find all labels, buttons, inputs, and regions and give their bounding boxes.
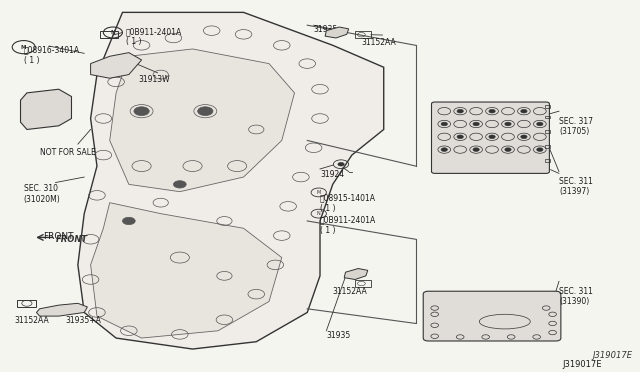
Bar xyxy=(545,130,550,133)
Circle shape xyxy=(441,148,447,151)
Circle shape xyxy=(457,135,463,139)
Polygon shape xyxy=(325,27,349,38)
Text: M: M xyxy=(317,190,321,195)
Circle shape xyxy=(457,109,463,113)
Circle shape xyxy=(489,109,495,113)
Text: 31152AA: 31152AA xyxy=(333,287,367,296)
Polygon shape xyxy=(91,203,282,338)
Text: 31152AA: 31152AA xyxy=(14,316,49,325)
Circle shape xyxy=(441,122,447,126)
Text: NOT FOR SALE: NOT FOR SALE xyxy=(40,148,95,157)
Circle shape xyxy=(505,122,511,126)
FancyBboxPatch shape xyxy=(431,102,549,173)
Circle shape xyxy=(505,148,511,151)
Text: ⓜ08916-3401A
( 1 ): ⓜ08916-3401A ( 1 ) xyxy=(24,45,80,65)
Circle shape xyxy=(40,106,52,113)
Bar xyxy=(545,105,550,108)
Text: 31935: 31935 xyxy=(326,331,351,340)
Text: ⓜ08915-1401A
( 1 ): ⓜ08915-1401A ( 1 ) xyxy=(320,193,376,213)
Text: 31152A: 31152A xyxy=(27,104,56,113)
Text: 31924: 31924 xyxy=(320,170,344,179)
Circle shape xyxy=(473,148,479,151)
Text: N: N xyxy=(111,30,115,35)
Circle shape xyxy=(489,135,495,139)
Bar xyxy=(17,299,36,307)
Text: J319017E: J319017E xyxy=(592,351,632,360)
Text: M: M xyxy=(21,45,26,49)
Bar xyxy=(355,280,371,287)
Polygon shape xyxy=(20,89,72,129)
Circle shape xyxy=(537,122,543,126)
Circle shape xyxy=(173,181,186,188)
Circle shape xyxy=(473,122,479,126)
Text: SEC. 311
(31397): SEC. 311 (31397) xyxy=(559,177,593,196)
Circle shape xyxy=(122,217,135,225)
Polygon shape xyxy=(109,49,294,192)
Text: FRONT: FRONT xyxy=(43,232,74,241)
Bar xyxy=(100,31,118,38)
Text: SEC. 311
(31390): SEC. 311 (31390) xyxy=(559,287,593,306)
Polygon shape xyxy=(78,12,384,349)
Text: 31913W: 31913W xyxy=(138,74,170,84)
Circle shape xyxy=(338,163,344,166)
Polygon shape xyxy=(91,52,141,78)
Polygon shape xyxy=(36,303,88,316)
Text: ⓝ0B911-2401A
( 1 ): ⓝ0B911-2401A ( 1 ) xyxy=(320,215,376,235)
Circle shape xyxy=(521,135,527,139)
Circle shape xyxy=(134,107,149,116)
FancyBboxPatch shape xyxy=(423,291,561,341)
Bar xyxy=(545,116,550,119)
Text: FRONT: FRONT xyxy=(56,235,88,244)
Text: 31935+A: 31935+A xyxy=(65,316,101,325)
Circle shape xyxy=(198,107,213,116)
Text: N: N xyxy=(317,211,321,216)
Text: J319017E: J319017E xyxy=(562,360,602,369)
Text: 31935: 31935 xyxy=(314,25,338,34)
Bar xyxy=(545,145,550,148)
Text: ⓝ0B911-2401A
( 1 ): ⓝ0B911-2401A ( 1 ) xyxy=(125,27,182,46)
Bar xyxy=(355,31,371,38)
Polygon shape xyxy=(344,269,368,279)
Text: 31152AA: 31152AA xyxy=(362,38,396,47)
Bar xyxy=(545,160,550,163)
Circle shape xyxy=(537,148,543,151)
Circle shape xyxy=(521,109,527,113)
Text: SEC. 317
(31705): SEC. 317 (31705) xyxy=(559,117,593,136)
Text: SEC. 310
(31020M): SEC. 310 (31020M) xyxy=(24,185,60,204)
